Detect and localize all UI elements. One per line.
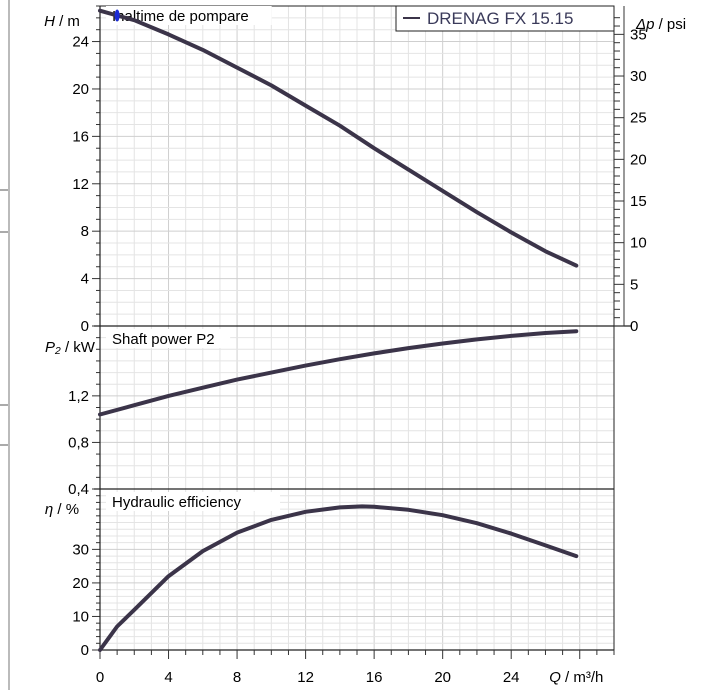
x-tick-label: 8 [233,669,241,686]
y-tick-label: 30 [72,541,89,558]
y-tick-label: 0,8 [68,434,89,451]
legend-box [395,5,615,32]
y2-tick-label: 20 [630,151,647,168]
legend-entry: DRENAG FX 15.15 [427,9,573,28]
x-tick-label: 12 [297,669,314,686]
y2-tick-label: 0 [630,318,638,335]
y-tick-label: 8 [81,223,89,240]
y-tick-label: 12 [72,176,89,193]
y-tick-label: 20 [72,81,89,98]
x-tick-label: 16 [366,669,383,686]
panel-title-bg [106,492,280,511]
x-tick-label: 0 [96,669,104,686]
y2-tick-label: 5 [630,276,638,293]
y2-axis-title: Δp / psi [635,16,686,33]
y-axis-title: η / % [45,501,79,518]
x-axis-title: Q / m³/h [549,669,603,686]
y-tick-label: 1,2 [68,388,89,405]
series-line-2-0 [98,504,579,652]
x-tick-label: 4 [164,669,172,686]
y-axis-title: P₂ / kW [45,339,96,356]
x-tick-label: 24 [503,669,520,686]
panel-title: Inaltime de pompare [112,8,249,25]
y2-tick-label: 10 [630,235,647,252]
y-tick-label: 16 [72,128,89,145]
y-tick-label: 10 [72,608,89,625]
panel-title-bg [106,6,272,25]
panel-title: Hydraulic efficiency [112,494,241,511]
x-tick-label: 20 [434,669,451,686]
y-tick-label: 24 [72,34,89,51]
operating-point-marker [114,9,120,22]
y-tick-label: 20 [72,575,89,592]
y-axis-title: H / m [44,13,80,30]
y-tick-label: 0,4 [68,481,89,498]
y-tick-label: 4 [81,271,89,288]
y-tick-label: 0 [81,642,89,659]
y2-tick-label: 15 [630,193,647,210]
y-tick-label: 0 [81,318,89,335]
panel-title-bg [106,329,231,348]
y2-tick-label: 30 [630,68,647,85]
series-line-1-0 [98,329,579,417]
panel-title: Shaft power P2 [112,331,215,348]
series-line-0-0 [98,8,579,268]
y2-tick-label: 25 [630,110,647,127]
y2-tick-label: 35 [630,26,647,43]
